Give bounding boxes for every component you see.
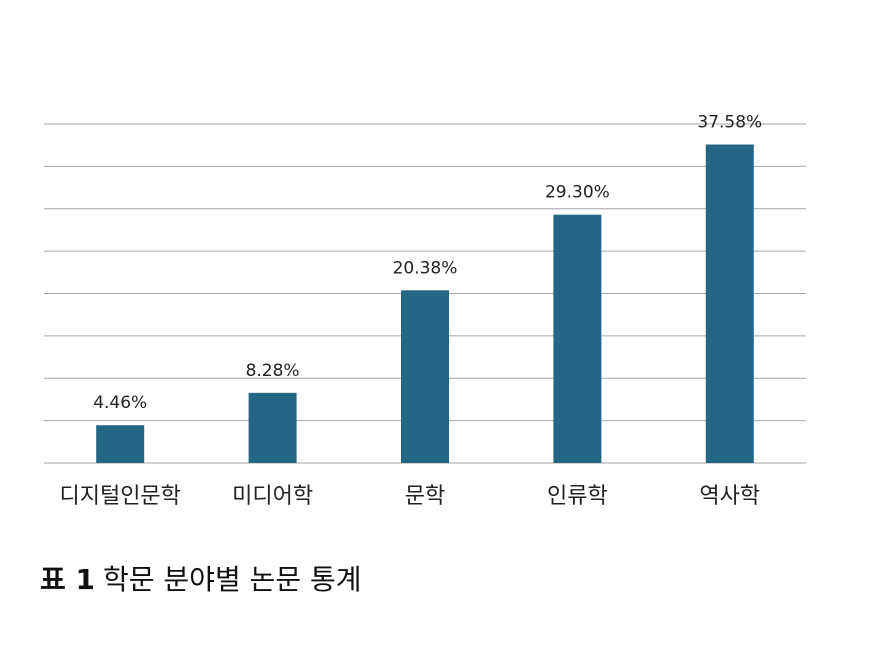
bar [705,144,754,463]
data-label: 37.58% [697,113,762,133]
category-label: 인류학 [547,484,608,509]
bar [553,214,602,463]
data-label: 20.38% [393,258,458,278]
caption-number: 표 1 [40,563,95,596]
caption-text: 학문 분야별 논문 통계 [103,563,362,596]
data-label: 4.46% [93,393,147,413]
data-label: 29.30% [545,183,610,203]
category-label: 디지털인문학 [59,484,180,509]
bar-chart: 4.46% 디지털인문학 8.28% 미디어학 20.38% 문학 29.30% 인류학 37.… [44,113,806,509]
bar [96,425,145,463]
category-label: 미디어학 [232,484,313,509]
bar [401,290,449,463]
bar [248,392,297,463]
category-label: 문학 [405,484,445,509]
data-label: 8.28% [246,361,300,381]
chart-caption: 표 1 학문 분야별 논문 통계 [40,558,362,598]
category-label: 역사학 [699,484,760,509]
